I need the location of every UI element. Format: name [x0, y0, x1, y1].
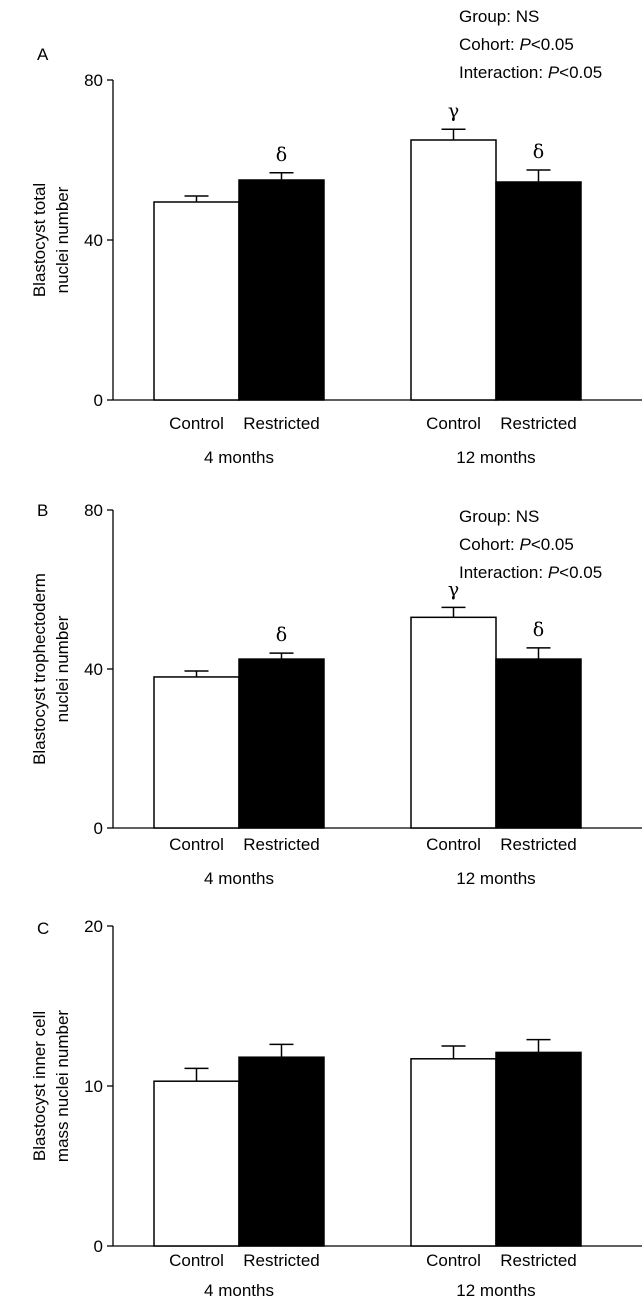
- category-label: Control: [426, 1251, 481, 1270]
- y-tick-label: 20: [84, 917, 103, 936]
- category-label: Restricted: [243, 1251, 320, 1270]
- stats-suffix: <0.05: [559, 63, 602, 82]
- category-label: Control: [426, 835, 481, 854]
- group-label: 12 months: [456, 869, 535, 888]
- group-label: 4 months: [204, 869, 274, 888]
- stats-interaction: Interaction: P<0.05: [459, 563, 602, 582]
- category-label: Restricted: [500, 414, 577, 433]
- y-axis-label: mass nuclei number: [53, 1010, 72, 1162]
- significance-marker: δ: [533, 619, 544, 641]
- y-axis-label: Blastocyst inner cell: [30, 1011, 49, 1161]
- stats-cohort: Cohort: P<0.05: [459, 35, 574, 54]
- significance-marker: γ: [448, 100, 459, 122]
- significance-marker: δ: [276, 144, 287, 166]
- group-label: 4 months: [204, 448, 274, 467]
- stats-p-symbol: P: [519, 35, 531, 54]
- stats-group: Group: NS: [459, 7, 539, 26]
- category-label: Restricted: [500, 835, 577, 854]
- category-label: Control: [426, 414, 481, 433]
- stats-suffix: <0.05: [531, 35, 574, 54]
- bar-restricted: [238, 658, 325, 829]
- bar-control: [410, 616, 497, 829]
- bar-restricted: [238, 179, 325, 401]
- category-label: Restricted: [243, 414, 320, 433]
- stats-interaction: Interaction: P<0.05: [459, 63, 602, 82]
- bar-control: [410, 139, 497, 401]
- stats-p-symbol: P: [548, 63, 560, 82]
- bar-restricted: [495, 1051, 582, 1247]
- panel-b: B 0 40 80 Blastocyst trophectoderm nuclei num…: [30, 501, 642, 888]
- bar-control: [153, 1080, 240, 1247]
- category-label: Control: [169, 1251, 224, 1270]
- bar-control: [153, 201, 240, 401]
- bar-control: [153, 676, 240, 829]
- y-tick-label: 40: [84, 231, 103, 250]
- stats-p-symbol: P: [548, 563, 560, 582]
- panel-c: C 0 10 20 Blastocyst inner cell mass nuclei n…: [30, 917, 642, 1300]
- stats-cohort: Cohort: P<0.05: [459, 535, 574, 554]
- y-tick-label: 0: [94, 1237, 103, 1256]
- y-axis-label: nuclei number: [53, 615, 72, 722]
- stats-prefix: Cohort:: [459, 35, 519, 54]
- stats-prefix: Cohort:: [459, 535, 519, 554]
- bar-restricted: [495, 181, 582, 401]
- stats-prefix: Interaction:: [459, 63, 548, 82]
- stats-suffix: <0.05: [559, 563, 602, 582]
- category-label: Control: [169, 835, 224, 854]
- bar-restricted: [495, 658, 582, 829]
- stats-p-symbol: P: [519, 535, 531, 554]
- panel-a: A 0 40 80 Blastocyst total nuclei number Contr…: [30, 7, 642, 467]
- significance-marker: γ: [448, 578, 459, 600]
- stats-prefix: Interaction:: [459, 563, 548, 582]
- group-label: 12 months: [456, 448, 535, 467]
- panel-letter: C: [37, 919, 49, 938]
- group-label: 12 months: [456, 1281, 535, 1300]
- y-tick-label: 80: [84, 71, 103, 90]
- significance-marker: δ: [533, 141, 544, 163]
- category-label: Restricted: [500, 1251, 577, 1270]
- y-tick-label: 0: [94, 391, 103, 410]
- stats-group: Group: NS: [459, 507, 539, 526]
- y-tick-label: 0: [94, 819, 103, 838]
- y-tick-label: 80: [84, 501, 103, 520]
- significance-marker: δ: [276, 624, 287, 646]
- y-axis-label: Blastocyst total: [30, 183, 49, 297]
- panel-letter: A: [37, 45, 49, 64]
- category-label: Restricted: [243, 835, 320, 854]
- category-label: Control: [169, 414, 224, 433]
- y-axis-label: Blastocyst trophectoderm: [30, 573, 49, 765]
- y-tick-label: 40: [84, 660, 103, 679]
- group-label: 4 months: [204, 1281, 274, 1300]
- bar-control: [410, 1058, 497, 1247]
- stats-suffix: <0.05: [531, 535, 574, 554]
- y-tick-label: 10: [84, 1077, 103, 1096]
- bar-restricted: [238, 1056, 325, 1247]
- y-axis-label: nuclei number: [53, 186, 72, 293]
- panel-letter: B: [37, 501, 48, 520]
